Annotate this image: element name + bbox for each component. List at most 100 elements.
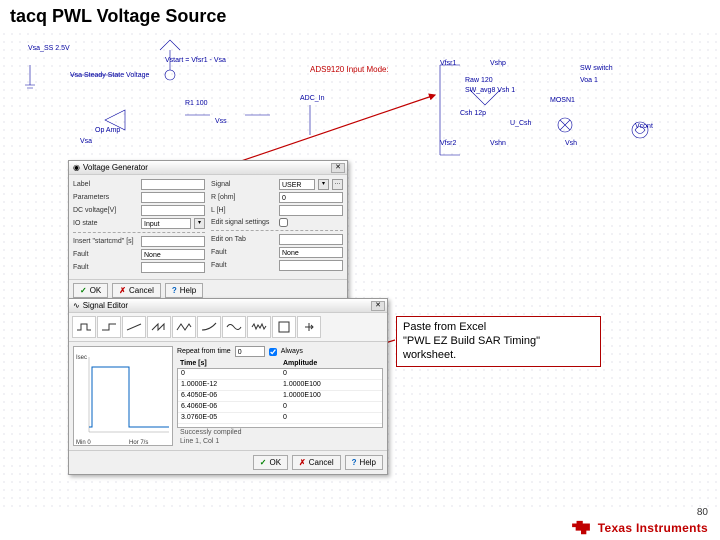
- dc-voltage-input[interactable]: [141, 205, 205, 216]
- dialog-title-text: Signal Editor: [83, 301, 128, 310]
- svg-text:Min 0: Min 0: [76, 440, 91, 446]
- ok-label: OK: [269, 458, 281, 467]
- cancel-button[interactable]: ✗Cancel: [292, 455, 341, 470]
- label-vdiff: Vstart = Vfsr1 - Vsa: [165, 57, 226, 64]
- callout-box: Paste from Excel "PWL EZ Build SAR Timin…: [396, 316, 601, 367]
- page-number: 80: [697, 507, 708, 518]
- help-label: Help: [180, 286, 196, 295]
- dialog-titlebar: ∿ Signal Editor ✕: [69, 299, 387, 313]
- tool-noise[interactable]: [247, 316, 271, 338]
- signal-plot: Isec Min 0 Hor 7/s: [73, 346, 173, 446]
- help-button[interactable]: ?Help: [165, 283, 203, 298]
- label-opamp: Op Amp: [95, 127, 120, 134]
- tool-file[interactable]: [272, 316, 296, 338]
- label-vsa2: Vsa: [80, 138, 92, 145]
- field-label: R [ohm]: [211, 194, 276, 201]
- field-label: DC voltage[V]: [73, 207, 138, 214]
- col-amp-header: Amplitude: [280, 359, 383, 368]
- tool-user[interactable]: [297, 316, 321, 338]
- dropdown-button[interactable]: ▾: [194, 218, 205, 229]
- label-vsh: Vsh: [565, 140, 577, 147]
- voltage-generator-dialog: ◉ Voltage Generator ✕ Label Parameters D…: [68, 160, 348, 302]
- startcmd-input[interactable]: [141, 236, 205, 247]
- label-raw: Raw 120: [465, 77, 493, 84]
- question-icon: ?: [172, 286, 177, 295]
- signal-select[interactable]: USER (45): [279, 179, 315, 190]
- table-row: 6.4050E-061.0000E100: [178, 391, 382, 402]
- data-grid[interactable]: 00 1.0000E-121.0000E100 6.4050E-061.0000…: [177, 368, 383, 428]
- field-label: Signal: [211, 181, 276, 188]
- callout-line1: Paste from Excel: [403, 321, 594, 335]
- tab-input[interactable]: [279, 234, 343, 245]
- tool-tri[interactable]: [172, 316, 196, 338]
- cancel-label: Cancel: [129, 286, 154, 295]
- table-row: 3.0760E-050: [178, 413, 382, 424]
- plot-xlabel: Hor 7/s: [129, 440, 148, 446]
- logo-text: Texas Instruments: [598, 521, 708, 535]
- tool-saw[interactable]: [147, 316, 171, 338]
- callout-line3: worksheet.: [403, 349, 594, 363]
- label-vsa: Vsa_SS 2.5V: [28, 45, 70, 52]
- fault-select[interactable]: None: [141, 249, 205, 260]
- help-label: Help: [360, 458, 376, 467]
- signal-editor-dialog: ∿ Signal Editor ✕ Isec Min 0 Hor 7/s: [68, 298, 388, 475]
- status-compiled: Successly compiled: [177, 428, 383, 437]
- wave-icon: ∿: [73, 301, 80, 310]
- status-cursor: Line 1, Col 1: [177, 437, 383, 446]
- field-label: Fault: [211, 249, 276, 256]
- ok-button[interactable]: ✓OK: [73, 283, 108, 298]
- x-icon: ✗: [299, 458, 306, 467]
- fault-input2[interactable]: [141, 262, 205, 273]
- io-state-select[interactable]: Input: [141, 218, 191, 229]
- waveform-toolbar: [69, 313, 387, 342]
- dropdown-button[interactable]: ▾: [318, 179, 329, 190]
- tool-exp[interactable]: [197, 316, 221, 338]
- field-label: Insert "startcmd" [s]: [73, 238, 138, 245]
- label-vshn: Vshn: [490, 140, 506, 147]
- label-vshp: Vshp: [490, 60, 506, 67]
- l-input[interactable]: [279, 205, 343, 216]
- x-icon: ✗: [119, 286, 126, 295]
- parameters-input[interactable]: [141, 192, 205, 203]
- label-ucsh: U_Csh: [510, 120, 531, 127]
- field-label: IO state: [73, 220, 138, 227]
- field-label: Edit on Tab: [211, 236, 276, 243]
- always-label: Always: [281, 348, 303, 355]
- label-sw: SW_avg8 Vsh 1: [465, 87, 515, 94]
- close-button[interactable]: ✕: [331, 163, 345, 173]
- close-button[interactable]: ✕: [371, 301, 385, 311]
- table-row: 6.4060E-060: [178, 402, 382, 413]
- fault-select-r[interactable]: None: [279, 247, 343, 258]
- field-label: Parameters: [73, 194, 138, 201]
- check-icon: ✓: [80, 286, 87, 295]
- ti-logo: Texas Instruments: [570, 520, 708, 536]
- check-icon: ✓: [260, 458, 267, 467]
- cancel-button[interactable]: ✗Cancel: [112, 283, 161, 298]
- always-checkbox[interactable]: [269, 348, 277, 356]
- repeat-time-input[interactable]: 0: [235, 346, 265, 357]
- field-label: Fault: [73, 251, 138, 258]
- field-label: Fault: [211, 262, 276, 269]
- callout-line2: "PWL EZ Build SAR Timing": [403, 335, 594, 349]
- label-mosn: MOSN1: [550, 97, 575, 104]
- field-label: Label: [73, 181, 138, 188]
- dialog-titlebar: ◉ Voltage Generator ✕: [69, 161, 347, 175]
- field-label: Fault: [73, 264, 138, 271]
- repeat-label: Repeat from time: [177, 348, 231, 355]
- col-time-header: Time [s]: [177, 359, 280, 368]
- tool-pulse[interactable]: [72, 316, 96, 338]
- tool-step[interactable]: [97, 316, 121, 338]
- edit-signal-button[interactable]: …: [332, 179, 343, 190]
- dialog-title-text: Voltage Generator: [83, 163, 148, 172]
- cancel-label: Cancel: [309, 458, 334, 467]
- ok-button[interactable]: ✓OK: [253, 455, 288, 470]
- table-row: 00: [178, 369, 382, 380]
- edit-settings-checkbox[interactable]: [279, 218, 288, 227]
- label-input[interactable]: [141, 179, 205, 190]
- ok-label: OK: [90, 286, 102, 295]
- r-input[interactable]: 0: [279, 192, 343, 203]
- help-button[interactable]: ?Help: [345, 455, 383, 470]
- fault-input-r2[interactable]: [279, 260, 343, 271]
- tool-ramp[interactable]: [122, 316, 146, 338]
- tool-sine[interactable]: [222, 316, 246, 338]
